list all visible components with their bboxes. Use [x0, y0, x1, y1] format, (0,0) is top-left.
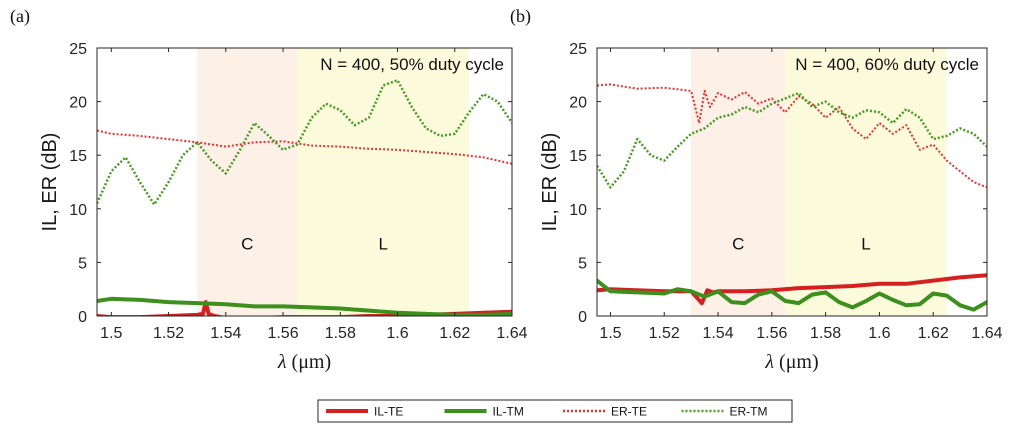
y-tick-label: 10 [569, 202, 587, 219]
legend-label-er-te: ER-TE [611, 405, 647, 419]
band-l-label: L [378, 235, 387, 254]
y-tick-label: 25 [69, 41, 87, 58]
x-tick-label: 1.52 [649, 325, 680, 342]
x-tick-label: 1.6 [868, 325, 890, 342]
band-l-label: L [861, 235, 870, 254]
panel-label: (b) [510, 6, 531, 27]
y-axis-label: IL, ER (dB) [39, 133, 61, 232]
duty-cycle-annotation: N = 400, 50% duty cycle [320, 55, 504, 74]
legend: IL-TE IL-TM ER-TE ER-TM [317, 399, 793, 423]
x-tick-label: 1.64 [971, 325, 1002, 342]
legend-label-il-te: IL-TE [374, 405, 403, 419]
axes-box [96, 47, 513, 317]
y-tick-label: 15 [69, 148, 87, 165]
band-c-shading [691, 48, 786, 316]
axes-box [596, 47, 988, 317]
x-axis-label-var: λ [764, 351, 774, 373]
x-tick-label: 1.5 [100, 325, 122, 342]
series-group [597, 83, 987, 312]
x-tick-label: 1.54 [210, 325, 241, 342]
series-line-er-tm [97, 78, 512, 206]
y-tick-label: 0 [78, 309, 87, 326]
series-line-il-tm [597, 278, 987, 312]
duty-cycle-annotation: N = 400, 60% duty cycle [795, 55, 979, 74]
panel-a: C L 1.5 1.52 1.54 1.56 1.58 1.6 1.62 1.64 0 5 10 15 20… [10, 6, 528, 373]
y-tick-label: 20 [569, 95, 587, 112]
panel-b: C L 1.5 1.52 1.54 1.56 1.58 1.6 1.62 1.64 0 5 10 15 20… [510, 6, 1003, 373]
legend-box [317, 399, 793, 423]
x-tick-label: 1.56 [756, 325, 787, 342]
y-tick-label: 5 [78, 255, 87, 272]
x-tick-label: 1.62 [918, 325, 949, 342]
y-axis-label: IL, ER (dB) [539, 133, 561, 232]
x-tick-label: 1.6 [386, 325, 408, 342]
legend-label-il-tm: IL-TM [493, 405, 524, 419]
y-tick-label: 5 [578, 255, 587, 272]
y-tick-label: 20 [69, 95, 87, 112]
y-tick-label: 25 [569, 41, 587, 58]
series-line-er-te [597, 83, 987, 189]
y-tick-label: 0 [578, 309, 587, 326]
panel-label: (a) [10, 6, 30, 27]
band-l-shading [785, 48, 947, 316]
x-tick-label: 1.54 [702, 325, 733, 342]
x-axis-label-var: λ [277, 351, 287, 373]
x-tick-label: 1.58 [810, 325, 841, 342]
x-axis-label: λ (μm) [277, 351, 331, 373]
x-tick-label: 1.58 [325, 325, 356, 342]
x-tick-label: 1.62 [439, 325, 470, 342]
series-line-il-tm [97, 296, 512, 316]
y-tick-label: 15 [569, 148, 587, 165]
band-c-shading [197, 48, 298, 316]
band-c-label: C [732, 235, 744, 254]
legend-label-er-tm: ER-TM [730, 405, 768, 419]
x-tick-label: 1.5 [599, 325, 621, 342]
x-tick-label: 1.64 [496, 325, 527, 342]
x-axis-label: λ (μm) [764, 351, 818, 373]
x-tick-label: 1.52 [153, 325, 184, 342]
x-axis-label-unit: (μm) [779, 351, 819, 373]
x-tick-label: 1.56 [267, 325, 298, 342]
x-axis-label-unit: (μm) [292, 351, 332, 373]
band-l-shading [297, 48, 470, 316]
y-tick-label: 10 [69, 202, 87, 219]
series-line-il-te [597, 273, 987, 306]
series-line-er-te [97, 129, 512, 165]
band-c-label: C [241, 235, 253, 254]
